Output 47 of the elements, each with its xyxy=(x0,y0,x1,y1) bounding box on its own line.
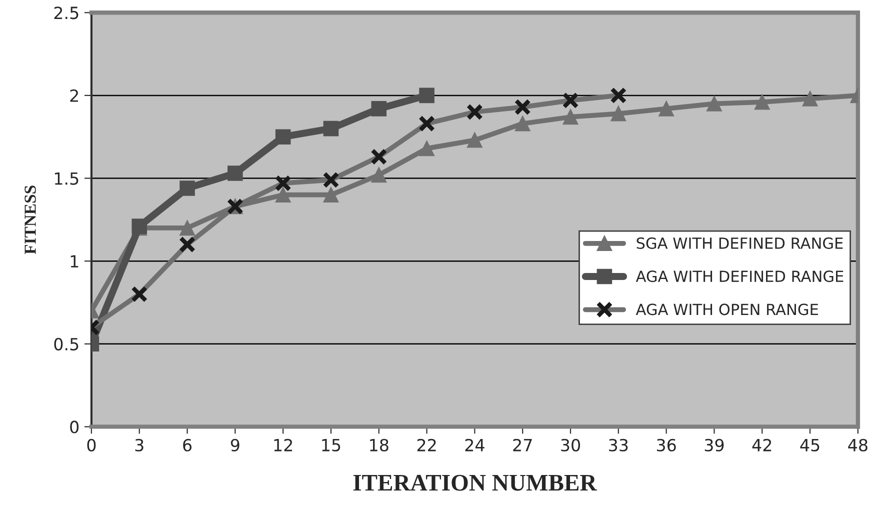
point xyxy=(514,116,530,132)
legend-label: SGA WITH DEFINED RANGE xyxy=(636,237,843,249)
point xyxy=(658,101,674,116)
point xyxy=(371,101,387,116)
y-tick-label: 2.5 xyxy=(54,6,78,20)
y-axis-title: FITNESS xyxy=(24,186,36,254)
point xyxy=(610,106,626,122)
x-tick-label: 33 xyxy=(609,438,628,452)
point xyxy=(180,180,195,196)
legend-label: AGA WITH DEFINED RANGE xyxy=(636,270,844,282)
point xyxy=(275,187,291,202)
point xyxy=(419,88,434,104)
point xyxy=(323,187,339,202)
y-tick-label: 2 xyxy=(70,89,78,102)
x-tick-label: 42 xyxy=(752,438,772,452)
x-tick-label: 22 xyxy=(417,438,436,452)
point xyxy=(467,132,482,148)
x-tick-label: 30 xyxy=(561,438,580,452)
x-tick-label: 39 xyxy=(704,438,724,452)
x-tick-label: 12 xyxy=(274,438,292,452)
x-tick-label: 9 xyxy=(230,438,240,452)
y-tick-label: 0.5 xyxy=(54,338,78,350)
point xyxy=(323,120,339,136)
x-tick-label: 48 xyxy=(848,438,868,452)
point xyxy=(802,91,818,106)
x-tick-label: 18 xyxy=(370,438,388,452)
point xyxy=(706,96,722,112)
x-tick-label: 36 xyxy=(656,438,676,452)
x-tick-label: 6 xyxy=(183,438,192,452)
point xyxy=(419,140,434,156)
x-tick-label: 15 xyxy=(322,439,340,452)
x-tick-label: 27 xyxy=(513,438,532,452)
legend-label: AGA WITH OPEN RANGE xyxy=(636,304,818,316)
point xyxy=(754,94,770,110)
point xyxy=(180,220,195,236)
point xyxy=(228,166,243,181)
x-tick-label: 3 xyxy=(135,438,144,452)
point xyxy=(562,109,578,125)
point xyxy=(371,167,387,183)
x-axis-title: ITERATION NUMBER xyxy=(353,474,598,491)
x-tick-label: 0 xyxy=(87,438,96,452)
y-tick-label: 1 xyxy=(70,255,78,268)
x-tick-label: 45 xyxy=(800,439,820,452)
point xyxy=(275,129,291,144)
y-tick-label: 1.5 xyxy=(54,172,78,185)
y-tick-label: 0 xyxy=(70,420,79,434)
x-tick-label: 24 xyxy=(465,438,484,452)
